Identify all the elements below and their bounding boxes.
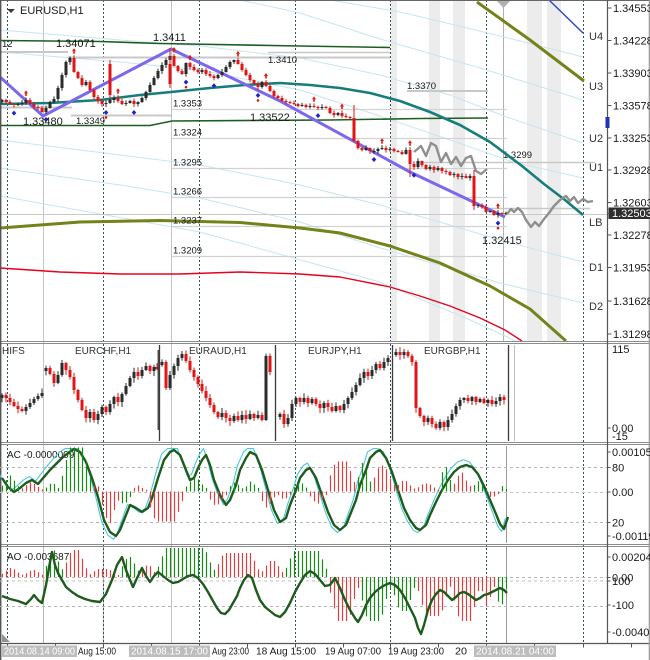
svg-text:-0.004019: -0.004019 [612, 627, 650, 639]
svg-text:0.00: 0.00 [612, 573, 633, 585]
svg-text:1.3410: 1.3410 [268, 55, 297, 66]
svg-text:2014.08.15 17:00: 2014.08.15 17:00 [131, 647, 208, 658]
svg-text:0.002042: 0.002042 [612, 552, 650, 564]
svg-text:1.32603: 1.32603 [613, 198, 650, 210]
svg-text:EURCHF,H1: EURCHF,H1 [75, 346, 132, 357]
svg-text:115: 115 [612, 344, 630, 356]
svg-text:HIFS: HIFS [2, 346, 25, 357]
svg-text:1.32415: 1.32415 [482, 235, 522, 247]
svg-text:18 Aug 15:00: 18 Aug 15:00 [256, 647, 316, 658]
svg-text:Aug 23:00: Aug 23:00 [212, 647, 249, 658]
svg-text:1.33253: 1.33253 [613, 133, 650, 145]
svg-text:1.3324: 1.3324 [173, 128, 202, 139]
svg-text:1.3209: 1.3209 [173, 246, 202, 257]
svg-text:1.31628: 1.31628 [613, 296, 650, 308]
svg-text:1.33480: 1.33480 [23, 116, 63, 128]
svg-text:1.34553: 1.34553 [613, 3, 650, 15]
svg-text:19 Aug 07:00: 19 Aug 07:00 [325, 647, 381, 658]
svg-text:D2: D2 [589, 301, 603, 313]
svg-text:12: 12 [2, 39, 13, 50]
svg-text:1.3353: 1.3353 [173, 99, 202, 110]
svg-text:-100: -100 [612, 600, 634, 612]
svg-text:1.3295: 1.3295 [173, 158, 202, 169]
svg-text:1.32928: 1.32928 [613, 165, 650, 177]
svg-text:80: 80 [612, 463, 624, 475]
svg-text:D1: D1 [589, 262, 603, 274]
svg-text:2014.08.21 04:00: 2014.08.21 04:00 [476, 647, 554, 658]
svg-text:19 Aug 23:00: 19 Aug 23:00 [388, 647, 444, 658]
svg-text:0.00: 0.00 [612, 487, 633, 499]
svg-text:EURAUD,H1: EURAUD,H1 [189, 346, 247, 357]
svg-text:U3: U3 [589, 81, 603, 93]
svg-text:1.32278: 1.32278 [613, 230, 650, 242]
svg-text:EURGBP,H1: EURGBP,H1 [424, 346, 481, 357]
svg-text:U4: U4 [589, 31, 603, 43]
svg-text:1.32503: 1.32503 [612, 208, 650, 220]
svg-text:1.3266: 1.3266 [173, 187, 202, 198]
svg-text:EURUSD,H1: EURUSD,H1 [20, 5, 84, 17]
svg-text:Aug 15:00: Aug 15:00 [78, 647, 116, 658]
svg-text:AC -0.0000009: AC -0.0000009 [7, 450, 75, 461]
svg-text:1.3411: 1.3411 [153, 32, 186, 44]
svg-text:LB: LB [589, 217, 602, 229]
svg-text:-15: -15 [612, 431, 628, 443]
svg-text:1.33903: 1.33903 [613, 68, 650, 80]
svg-text:1.3299: 1.3299 [503, 150, 532, 161]
svg-text:1.34228: 1.34228 [613, 36, 650, 48]
svg-text:2014.08.14 09:00: 2014.08.14 09:00 [4, 647, 75, 658]
svg-text:EURJPY,H1: EURJPY,H1 [308, 346, 362, 357]
svg-text:1.3237: 1.3237 [173, 216, 202, 227]
svg-text:U2: U2 [589, 133, 603, 145]
svg-text:20: 20 [612, 518, 624, 530]
svg-text:20: 20 [455, 647, 467, 658]
svg-text:1.33578: 1.33578 [613, 101, 650, 113]
svg-text:-0.001195: -0.001195 [612, 531, 650, 543]
svg-text:1.3370: 1.3370 [407, 81, 436, 92]
svg-text:1.3349: 1.3349 [76, 116, 105, 127]
svg-text:1.31298: 1.31298 [613, 329, 650, 341]
svg-text:AO -0.003687: AO -0.003687 [7, 552, 70, 563]
svg-text:U1: U1 [589, 162, 603, 174]
svg-text:0.001059: 0.001059 [612, 447, 650, 459]
svg-text:100: 100 [612, 576, 630, 588]
svg-text:1.34071: 1.34071 [56, 38, 96, 50]
svg-text:1.33522: 1.33522 [250, 112, 290, 124]
svg-text:0,00: 0,00 [612, 423, 633, 435]
svg-text:1.31953: 1.31953 [613, 263, 650, 275]
